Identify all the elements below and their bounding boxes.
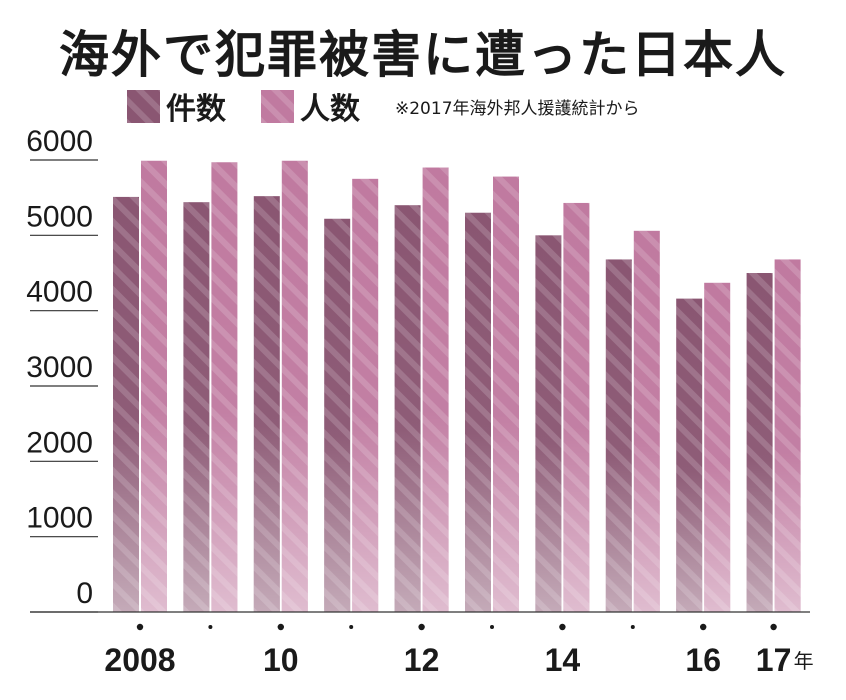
- x-tick-marker: [490, 625, 494, 629]
- x-tick-label: 10: [263, 642, 299, 678]
- bar-fade: [633, 230, 660, 612]
- bar-fade: [324, 218, 351, 612]
- bar-fade: [281, 160, 308, 612]
- bar-fade: [493, 176, 519, 612]
- bar-fade: [394, 205, 421, 612]
- bar-fade: [183, 202, 210, 613]
- x-tick-marker: [770, 623, 777, 631]
- legend-label-series-2: 人数: [300, 92, 361, 127]
- x-tick-marker: [277, 623, 284, 631]
- x-tick-marker: [630, 625, 635, 629]
- x-axis: 2008 10 12 14 16 17 年: [104, 623, 814, 678]
- y-tick-label: 0: [76, 577, 93, 610]
- x-tick-marker: [559, 623, 566, 631]
- bar-fade: [352, 178, 379, 613]
- y-tick-label: 3000: [26, 351, 93, 384]
- x-tick-marker: [349, 625, 354, 629]
- legend-label-series-1: 件数: [166, 92, 227, 127]
- bar-fade: [141, 160, 167, 612]
- bar-fade: [704, 282, 731, 612]
- x-tick-label: 14: [545, 642, 581, 678]
- source-note: ※2017年海外邦人援護統計から: [395, 99, 640, 119]
- bar-fade: [605, 259, 632, 612]
- y-tick-label: 2000: [26, 426, 93, 459]
- y-tick-label: 5000: [26, 200, 93, 233]
- bar-fade: [113, 196, 139, 612]
- y-axis: 0 1000 2000 3000 4000 5000 6000: [26, 125, 98, 613]
- y-tick-label: 1000: [26, 502, 93, 535]
- x-tick-marker: [136, 623, 144, 631]
- x-axis-unit: 年: [794, 649, 814, 673]
- bar-fade: [465, 212, 491, 612]
- bar-fade: [774, 259, 801, 612]
- x-tick-label: 17: [756, 642, 792, 678]
- legend: 件数 人数 ※2017年海外邦人援護統計から: [127, 90, 640, 127]
- bar-fade: [676, 298, 703, 612]
- x-tick-label: 12: [404, 642, 440, 678]
- x-tick-marker: [208, 625, 213, 629]
- x-tick-label: 16: [685, 642, 721, 678]
- y-tick-label: 6000: [26, 125, 93, 158]
- bar-fade: [211, 162, 238, 612]
- y-tick-label: 4000: [26, 276, 93, 309]
- bar-fade: [253, 196, 280, 612]
- bar-fade: [535, 235, 562, 613]
- x-tick-marker: [700, 623, 707, 631]
- bars: [113, 160, 801, 613]
- bar-fade: [746, 273, 773, 612]
- chart-title: 海外で犯罪被害に遭った日本人: [59, 26, 787, 84]
- bar-fade: [422, 167, 449, 613]
- x-tick-marker: [418, 623, 425, 631]
- bar-fade: [563, 202, 590, 612]
- x-tick-label: 2008: [104, 642, 175, 678]
